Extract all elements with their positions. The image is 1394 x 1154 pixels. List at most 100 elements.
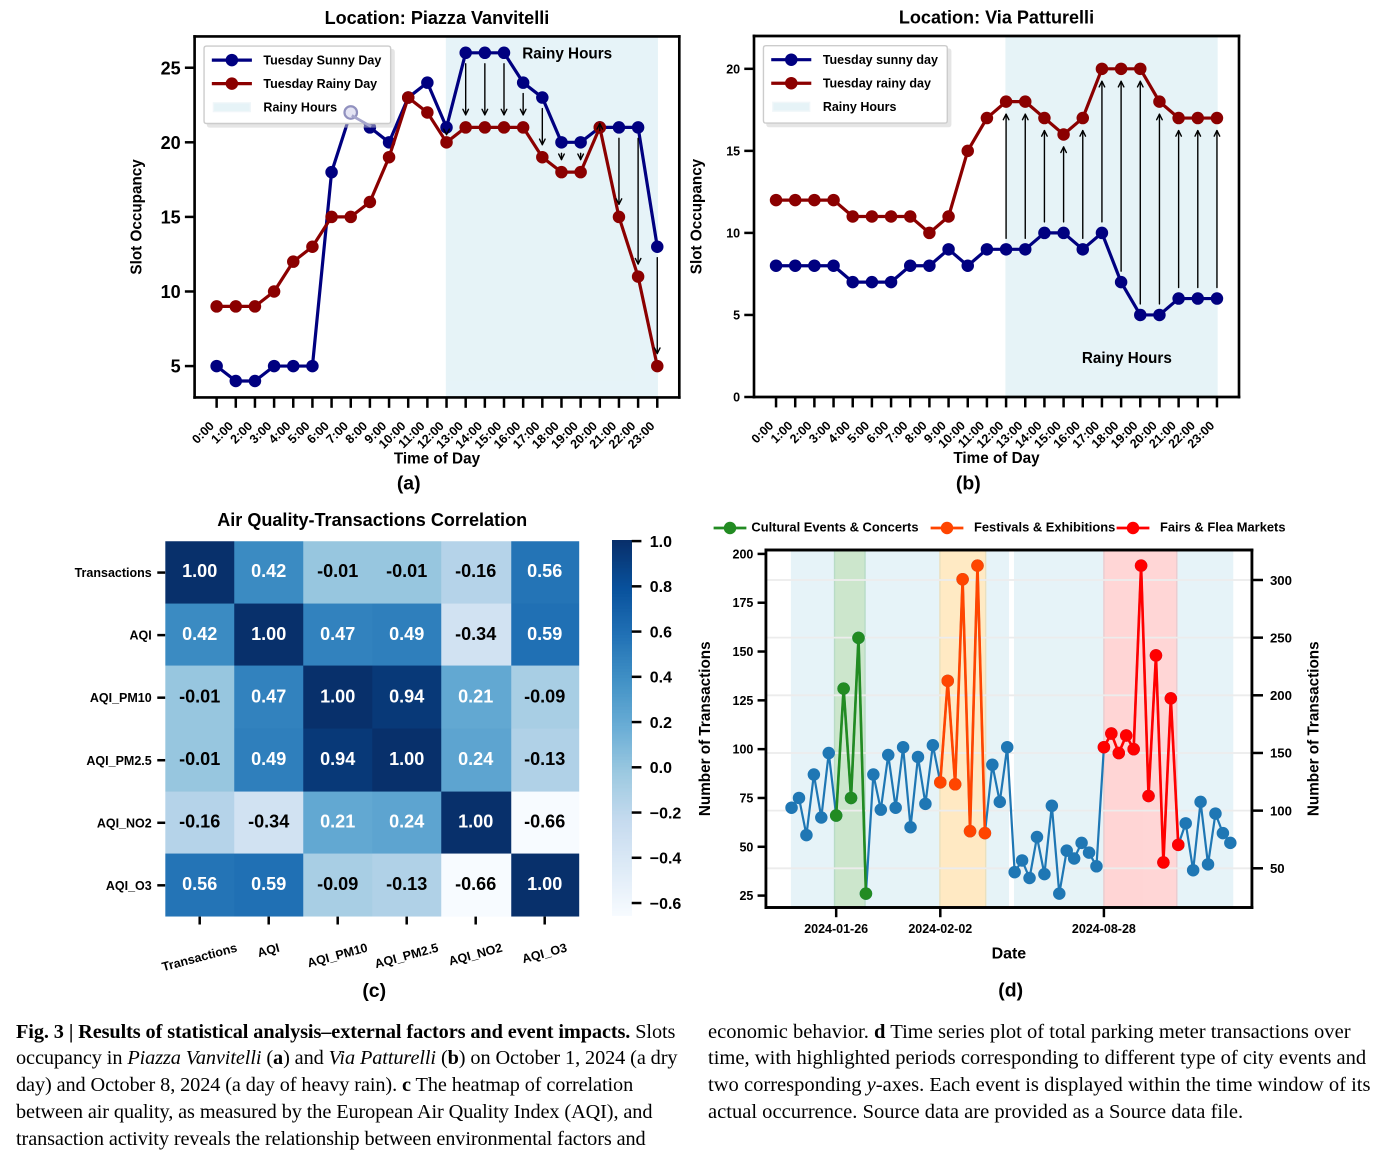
svg-text:0.21: 0.21 — [320, 811, 355, 831]
svg-text:Time of Day: Time of Day — [953, 450, 1040, 467]
svg-text:Fairs & Flea Markets: Fairs & Flea Markets — [1160, 519, 1286, 534]
svg-text:-0.09: -0.09 — [524, 686, 565, 706]
svg-text:Date: Date — [992, 945, 1027, 962]
svg-text:15: 15 — [726, 144, 740, 158]
svg-text:20: 20 — [161, 133, 181, 153]
svg-text:0.4: 0.4 — [650, 670, 672, 687]
svg-text:2024-01-26: 2024-01-26 — [804, 922, 868, 936]
svg-text:Tuesday rainy day: Tuesday rainy day — [823, 77, 931, 91]
svg-text:(a): (a) — [397, 473, 421, 495]
svg-text:Tuesday Sunny Day: Tuesday Sunny Day — [263, 53, 381, 67]
svg-text:0.94: 0.94 — [320, 749, 355, 769]
svg-text:AQI: AQI — [129, 629, 151, 643]
svg-text:Rainy Hours: Rainy Hours — [522, 45, 612, 62]
svg-text:Rainy Hours: Rainy Hours — [1082, 350, 1172, 367]
svg-text:0.42: 0.42 — [251, 561, 286, 581]
svg-text:25: 25 — [739, 889, 753, 903]
svg-text:(d): (d) — [998, 980, 1023, 1002]
svg-text:150: 150 — [1270, 746, 1292, 761]
svg-text:Tuesday Rainy Day: Tuesday Rainy Day — [263, 77, 377, 91]
svg-text:-0.13: -0.13 — [524, 749, 565, 769]
svg-text:20: 20 — [726, 62, 740, 76]
svg-text:25: 25 — [161, 58, 181, 78]
svg-text:0.59: 0.59 — [527, 624, 562, 644]
svg-text:200: 200 — [1270, 688, 1292, 703]
svg-text:1.0: 1.0 — [650, 534, 672, 551]
svg-text:AQI_PM10: AQI_PM10 — [90, 691, 152, 705]
svg-text:10: 10 — [161, 282, 181, 302]
svg-text:-0.66: -0.66 — [455, 874, 496, 894]
svg-text:Air Quality-Transactions Corre: Air Quality-Transactions Correlation — [217, 510, 527, 530]
svg-text:0.0: 0.0 — [650, 760, 672, 777]
svg-text:0.24: 0.24 — [458, 749, 493, 769]
svg-text:0.94: 0.94 — [389, 686, 424, 706]
svg-text:125: 125 — [733, 694, 754, 708]
svg-text:0.56: 0.56 — [527, 561, 562, 581]
svg-text:50: 50 — [1270, 861, 1285, 876]
svg-text:AQI_O3: AQI_O3 — [106, 879, 152, 893]
svg-text:250: 250 — [1270, 630, 1292, 645]
svg-text:-0.16: -0.16 — [455, 561, 496, 581]
svg-text:Slot Occupancy: Slot Occupancy — [689, 158, 706, 274]
svg-text:1.00: 1.00 — [458, 811, 493, 831]
svg-text:AQI_PM2.5: AQI_PM2.5 — [86, 754, 151, 768]
svg-text:−0.6: −0.6 — [650, 896, 682, 913]
svg-text:2024-02-02: 2024-02-02 — [908, 922, 972, 936]
svg-text:-0.16: -0.16 — [179, 811, 220, 831]
svg-text:-0.01: -0.01 — [179, 686, 220, 706]
svg-text:1.00: 1.00 — [320, 686, 355, 706]
svg-text:5: 5 — [171, 357, 181, 377]
svg-text:10: 10 — [726, 226, 740, 240]
svg-text:0.59: 0.59 — [251, 874, 286, 894]
svg-text:−0.4: −0.4 — [650, 851, 682, 868]
svg-text:0.47: 0.47 — [251, 686, 286, 706]
svg-text:Number of Transactions: Number of Transactions — [697, 641, 714, 816]
svg-text:AQI_NO2: AQI_NO2 — [97, 816, 152, 830]
svg-text:AQI: AQI — [256, 941, 281, 960]
svg-text:Transactions: Transactions — [75, 566, 152, 580]
svg-text:0.47: 0.47 — [320, 624, 355, 644]
svg-text:(b): (b) — [956, 473, 981, 495]
svg-text:100: 100 — [1270, 803, 1292, 818]
svg-text:0.24: 0.24 — [389, 811, 424, 831]
svg-text:-0.01: -0.01 — [179, 749, 220, 769]
svg-text:Festivals & Exhibitions: Festivals & Exhibitions — [974, 519, 1115, 534]
svg-text:0.49: 0.49 — [389, 624, 424, 644]
svg-text:75: 75 — [739, 791, 753, 805]
svg-text:0.6: 0.6 — [650, 624, 672, 641]
svg-text:-0.34: -0.34 — [455, 624, 496, 644]
svg-text:-0.13: -0.13 — [386, 874, 427, 894]
svg-text:1.00: 1.00 — [182, 561, 217, 581]
svg-text:-0.01: -0.01 — [317, 561, 358, 581]
svg-text:5: 5 — [733, 308, 740, 322]
svg-text:150: 150 — [733, 645, 754, 659]
svg-text:100: 100 — [733, 743, 754, 757]
svg-text:-0.66: -0.66 — [524, 811, 565, 831]
svg-text:175: 175 — [733, 596, 754, 610]
svg-text:Time of Day: Time of Day — [394, 451, 481, 468]
svg-text:300: 300 — [1270, 573, 1292, 588]
svg-text:15: 15 — [161, 207, 181, 227]
svg-text:1.00: 1.00 — [389, 749, 424, 769]
svg-text:1.00: 1.00 — [251, 624, 286, 644]
svg-text:1.00: 1.00 — [527, 874, 562, 894]
svg-text:Number of Transactions: Number of Transactions — [1305, 641, 1322, 816]
svg-text:Cultural Events & Concerts: Cultural Events & Concerts — [751, 519, 918, 534]
svg-text:0.42: 0.42 — [182, 624, 217, 644]
svg-text:0.8: 0.8 — [650, 579, 672, 596]
svg-text:Location: Via Patturelli: Location: Via Patturelli — [899, 8, 1094, 28]
svg-text:Location: Piazza Vanvitelli: Location: Piazza Vanvitelli — [325, 8, 550, 28]
svg-text:200: 200 — [733, 547, 754, 561]
svg-text:-0.01: -0.01 — [386, 561, 427, 581]
svg-text:0: 0 — [733, 391, 740, 405]
svg-text:0.2: 0.2 — [650, 715, 672, 732]
svg-text:Rainy Hours: Rainy Hours — [263, 101, 337, 115]
svg-text:50: 50 — [739, 840, 753, 854]
svg-text:Slot Occupancy: Slot Occupancy — [129, 159, 146, 275]
svg-text:(c): (c) — [362, 980, 386, 1002]
svg-text:0.56: 0.56 — [182, 874, 217, 894]
svg-text:2024-08-28: 2024-08-28 — [1072, 922, 1136, 936]
svg-text:0.21: 0.21 — [458, 686, 493, 706]
svg-text:-0.34: -0.34 — [248, 811, 289, 831]
svg-text:Rainy Hours: Rainy Hours — [823, 100, 897, 114]
